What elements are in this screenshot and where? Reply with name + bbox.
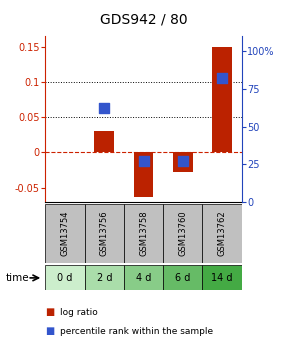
Point xyxy=(220,76,224,81)
Text: GSM13756: GSM13756 xyxy=(100,211,109,256)
FancyBboxPatch shape xyxy=(85,265,124,290)
Text: GDS942 / 80: GDS942 / 80 xyxy=(100,12,188,26)
FancyBboxPatch shape xyxy=(202,265,242,290)
Bar xyxy=(94,131,114,152)
Bar xyxy=(134,152,154,197)
Text: GSM13754: GSM13754 xyxy=(61,211,69,256)
FancyBboxPatch shape xyxy=(85,204,124,263)
Text: GSM13760: GSM13760 xyxy=(178,211,187,256)
Bar xyxy=(212,47,232,152)
FancyBboxPatch shape xyxy=(124,265,163,290)
Text: ■: ■ xyxy=(45,307,55,317)
Bar xyxy=(173,152,193,172)
Text: time: time xyxy=(6,273,30,283)
Point xyxy=(102,106,107,111)
FancyBboxPatch shape xyxy=(202,204,242,263)
FancyBboxPatch shape xyxy=(45,265,85,290)
Text: 2 d: 2 d xyxy=(97,273,112,283)
Point xyxy=(141,158,146,164)
Text: 4 d: 4 d xyxy=(136,273,151,283)
FancyBboxPatch shape xyxy=(124,204,163,263)
Text: ■: ■ xyxy=(45,326,55,336)
FancyBboxPatch shape xyxy=(45,204,85,263)
Text: log ratio: log ratio xyxy=(60,308,98,317)
Text: GSM13762: GSM13762 xyxy=(218,211,226,256)
Point xyxy=(180,158,185,164)
Text: 6 d: 6 d xyxy=(175,273,190,283)
Text: 14 d: 14 d xyxy=(211,273,233,283)
Text: 0 d: 0 d xyxy=(57,273,73,283)
Text: percentile rank within the sample: percentile rank within the sample xyxy=(60,327,213,336)
Text: GSM13758: GSM13758 xyxy=(139,211,148,256)
FancyBboxPatch shape xyxy=(163,265,202,290)
FancyBboxPatch shape xyxy=(163,204,202,263)
